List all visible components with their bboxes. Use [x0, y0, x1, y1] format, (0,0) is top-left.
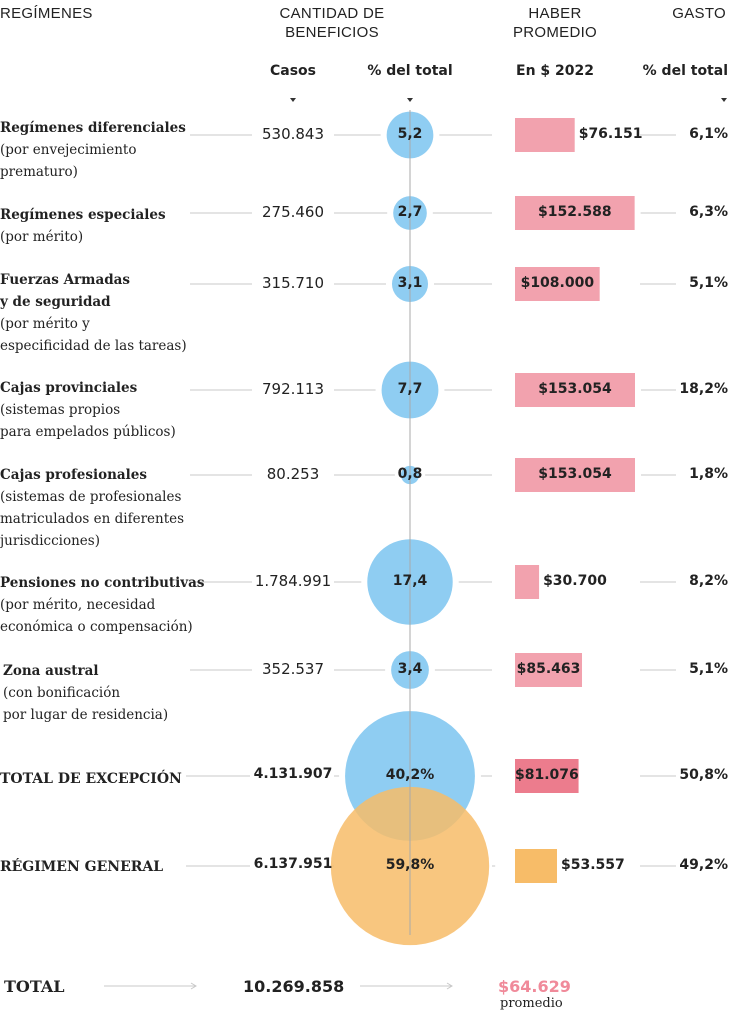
row-gasto: 5,1%: [689, 661, 728, 677]
row-name: TOTAL DE EXCEPCIÓN: [0, 771, 182, 787]
row-gasto: 8,2%: [689, 573, 728, 589]
row-name: Fuerzas Armadas y de seguridad: [0, 272, 130, 310]
row-pct: 7,7: [397, 381, 423, 397]
header-haber: HABER PROMEDIO: [512, 5, 598, 41]
header-cantidad: CANTIDAD DE BENEFICIOS: [279, 5, 385, 41]
row-name: Regímenes diferenciales: [0, 120, 186, 136]
row-name: Regímenes especiales: [0, 207, 166, 223]
total-arrow-2-head: [446, 982, 453, 990]
haber-bar-5: [515, 458, 635, 492]
row-name: Zona austral: [3, 663, 99, 679]
row-label: Cajas provinciales (sistemas propios para…: [0, 377, 176, 443]
row-desc: (sistemas de profesionales matriculados …: [0, 489, 185, 549]
row-name: RÉGIMEN GENERAL: [0, 859, 164, 875]
row-casos: 315.710: [261, 274, 325, 292]
row-pct: 2,7: [397, 204, 423, 220]
row-casos: 275.460: [261, 203, 325, 221]
row-label: Regímenes diferenciales (por envejecimien…: [0, 117, 186, 183]
subheader-gasto-pct: % del total: [642, 63, 728, 79]
row-gasto: 1,8%: [689, 466, 728, 482]
row-haber: $108.000: [520, 275, 595, 291]
row-haber: $30.700: [543, 573, 607, 589]
total-haber: $64.629: [498, 977, 571, 996]
header-gasto: GASTO: [672, 5, 726, 22]
row-haber: $85.463: [516, 661, 581, 677]
row-name: Pensiones no contributivas: [0, 575, 205, 591]
row-pct: 3,4: [397, 661, 423, 677]
row-desc: (con bonificación por lugar de residenci…: [3, 685, 169, 723]
row-casos: 80.253: [266, 465, 320, 483]
row-gasto: 50,8%: [679, 767, 728, 783]
row-label: Zona austral (con bonificación por lugar …: [3, 660, 168, 726]
row-label: RÉGIMEN GENERAL: [0, 856, 163, 878]
row-haber: $152.588: [538, 204, 612, 220]
row-gasto: 6,3%: [689, 204, 728, 220]
row-casos: 6.137.951: [253, 856, 333, 872]
row-pct: 17,4: [392, 573, 428, 589]
row-haber: $153.054: [538, 466, 612, 482]
row-haber: $76.151: [578, 126, 643, 142]
row-desc: (por mérito y especificidad de las tarea…: [0, 316, 187, 354]
haber-bar-1: [515, 118, 575, 152]
row-gasto: 18,2%: [679, 381, 728, 397]
row-label: Cajas profesionales (sistemas de profesio…: [0, 464, 184, 552]
row-gasto: 6,1%: [689, 126, 728, 142]
haber-bar-4: [515, 373, 635, 407]
row-desc: (por envejecimiento prematuro): [0, 142, 137, 180]
row-desc: (por mérito): [0, 229, 84, 245]
total-haber-sub: promedio: [500, 996, 563, 1011]
sort-arrow-gasto: [721, 98, 727, 102]
row-name: Cajas profesionales: [0, 467, 147, 483]
row-haber: $81.076: [515, 767, 579, 783]
row-gasto: 5,1%: [689, 275, 728, 291]
total-casos: 10.269.858: [243, 977, 345, 996]
haber-bar-8: [515, 759, 579, 793]
row-label: TOTAL DE EXCEPCIÓN: [0, 768, 182, 790]
row-label: Regímenes especiales (por mérito): [0, 204, 166, 248]
row-pct: 0,8: [397, 466, 423, 482]
row-pct: 5,2: [397, 126, 423, 142]
row-casos: 1.784.991: [254, 572, 332, 590]
row-casos: 530.843: [261, 125, 325, 143]
subheader-casos: Casos: [269, 63, 316, 79]
row-label: Pensiones no contributivas (por mérito, n…: [0, 572, 204, 638]
haber-bar-3: [515, 267, 600, 301]
haber-bar-6: [515, 565, 540, 599]
haber-bar-7: [515, 653, 583, 687]
row-casos: 352.537: [261, 660, 325, 678]
row-haber: $53.557: [560, 857, 625, 873]
row-pct: 40,2%: [385, 767, 435, 783]
row-pct: 3,1: [397, 275, 423, 291]
row-desc: (sistemas propios para empelados público…: [0, 402, 176, 440]
row-haber: $153.054: [538, 381, 612, 397]
subheader-pct-total: % del total: [367, 63, 453, 79]
row-desc: (por mérito, necesidad económica o compe…: [0, 597, 193, 635]
total-label: TOTAL: [4, 977, 65, 996]
row-casos: 4.131.907: [253, 766, 333, 782]
row-gasto: 49,2%: [679, 857, 728, 873]
haber-bar-9: [515, 849, 557, 883]
subheader-en-pesos: En $ 2022: [516, 63, 594, 79]
sort-arrow-casos: [290, 98, 296, 102]
total-arrow-1-head: [190, 982, 197, 990]
row-pct: 59,8%: [385, 857, 435, 873]
row-label: Fuerzas Armadas y de seguridad (por mérit…: [0, 269, 187, 357]
row-casos: 792.113: [261, 380, 325, 398]
header-regimenes: REGÍMENES: [0, 5, 93, 22]
sort-arrow-pct: [407, 98, 413, 102]
row-name: Cajas provinciales: [0, 380, 138, 396]
haber-bar-2: [515, 196, 635, 230]
